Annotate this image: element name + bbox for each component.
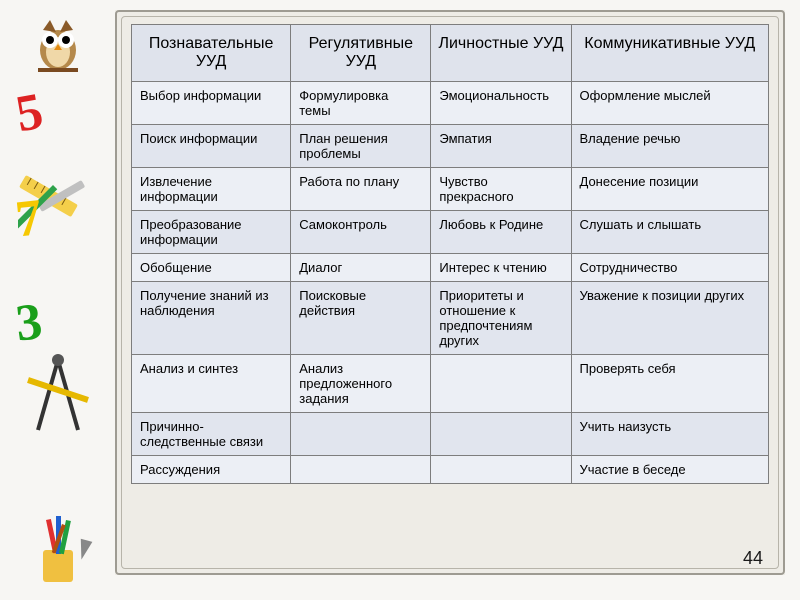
table-cell: Оформление мыслей <box>571 82 769 125</box>
decor-number-5: 5 <box>12 75 109 142</box>
table-cell: Анализ и синтез <box>132 355 291 413</box>
table-cell: Проверять себя <box>571 355 769 413</box>
table-cell: Поисковые действия <box>291 282 431 355</box>
table-header-row: Познавательные УУД Регулятивные УУД Личн… <box>132 25 769 82</box>
table-row: Выбор информацииФормулировка темыЭмоцион… <box>132 82 769 125</box>
table-cell: Владение речью <box>571 125 769 168</box>
table-cell: Сотрудничество <box>571 254 769 282</box>
table-row: Поиск информацииПлан решения проблемыЭмп… <box>132 125 769 168</box>
table-cell: Рассуждения <box>132 456 291 484</box>
decor-number-7: 7 <box>13 186 107 247</box>
page-number: 44 <box>743 548 763 569</box>
table-cell: Уважение к позиции других <box>571 282 769 355</box>
table-cell: Учить наизусть <box>571 413 769 456</box>
table-cell: Выбор информации <box>132 82 291 125</box>
table-cell <box>431 355 571 413</box>
table-row: Преобразование информацииСамоконтрольЛюб… <box>132 211 769 254</box>
content-panel: Познавательные УУД Регулятивные УУД Личн… <box>115 10 785 575</box>
table-cell: Формулировка темы <box>291 82 431 125</box>
table-cell: Анализ предложенного задания <box>291 355 431 413</box>
table-cell: Преобразование информации <box>132 211 291 254</box>
owl-icon <box>28 10 88 72</box>
table-cell <box>431 413 571 456</box>
decor-sidebar: 5 7 3 <box>10 10 105 590</box>
table-cell <box>431 456 571 484</box>
col-header: Коммуникативные УУД <box>571 25 769 82</box>
table-row: Анализ и синтезАнализ предложенного зада… <box>132 355 769 413</box>
table-cell: Обобщение <box>132 254 291 282</box>
table-cell: Эмоциональность <box>431 82 571 125</box>
col-header: Познавательные УУД <box>132 25 291 82</box>
table-cell: Интерес к чтению <box>431 254 571 282</box>
table-cell: Поиск информации <box>132 125 291 168</box>
table-row: Рассуждения Участие в беседе <box>132 456 769 484</box>
uud-table: Познавательные УУД Регулятивные УУД Личн… <box>131 24 769 484</box>
table-cell: Чувство прекрасного <box>431 168 571 211</box>
table-cell: Приоритеты и отношение к предпочтениям д… <box>431 282 571 355</box>
table-cell <box>291 413 431 456</box>
table-cell: Работа по плану <box>291 168 431 211</box>
col-header: Личностные УУД <box>431 25 571 82</box>
table-cell: Диалог <box>291 254 431 282</box>
table-cell <box>291 456 431 484</box>
table-cell: Самоконтроль <box>291 211 431 254</box>
table-cell: План решения проблемы <box>291 125 431 168</box>
table-cell: Причинно-следственные связи <box>132 413 291 456</box>
table-cell: Получение знаний из наблюдения <box>132 282 291 355</box>
table-cell: Донесение позиции <box>571 168 769 211</box>
table-row: Причинно-следственные связи Учить наизуст… <box>132 413 769 456</box>
decor-number-3: 3 <box>13 290 107 351</box>
table-cell: Извлечение информации <box>132 168 291 211</box>
table-row: ОбобщениеДиалогИнтерес к чтениюСотруднич… <box>132 254 769 282</box>
pencil-cup-icon <box>18 510 98 595</box>
table-row: Получение знаний из наблюденияПоисковые … <box>132 282 769 355</box>
table-cell: Участие в беседе <box>571 456 769 484</box>
table-cell: Слушать и слышать <box>571 211 769 254</box>
compass-icon <box>18 350 98 445</box>
table-row: Извлечение информацииРабота по плануЧувс… <box>132 168 769 211</box>
table-cell: Любовь к Родине <box>431 211 571 254</box>
table-cell: Эмпатия <box>431 125 571 168</box>
col-header: Регулятивные УУД <box>291 25 431 82</box>
